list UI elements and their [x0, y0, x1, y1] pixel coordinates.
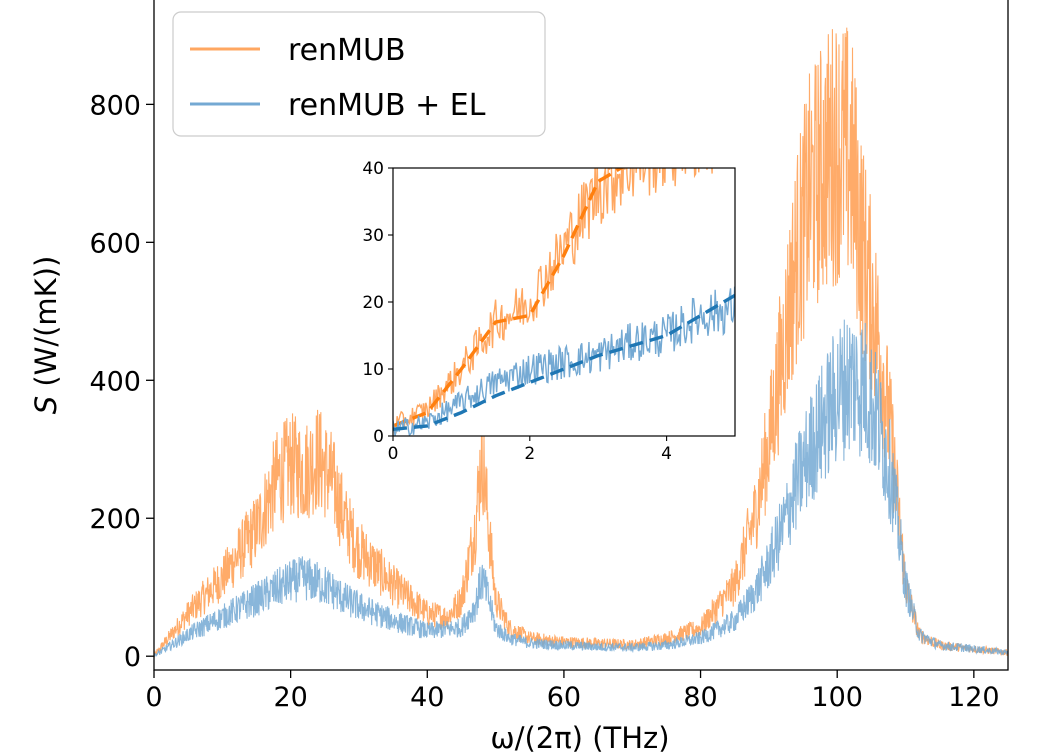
inset-x-tick-label: 0 [388, 444, 399, 464]
y-tick-label: 600 [89, 228, 141, 259]
main-series-group [153, 27, 1009, 658]
legend-label-renmub-el: renMUB + EL [288, 88, 486, 123]
legend-box [172, 11, 546, 137]
main-plot-frame [153, 0, 1009, 671]
main-x-ticks: 0 20 40 60 80 100 120 [145, 670, 1000, 713]
x-tick-label: 60 [547, 682, 581, 713]
inset-series-group [393, 168, 735, 436]
x-tick-label: 20 [273, 682, 307, 713]
inset-series-line-fit-1 [393, 168, 625, 428]
inset-y-tick-label: 10 [362, 360, 384, 380]
x-tick-label: 120 [948, 682, 1000, 713]
inset-x-tick-label: 4 [661, 444, 672, 464]
main-series-line-renmub-el [153, 319, 1009, 657]
y-axis-title-symbol: S [29, 396, 63, 414]
y-tick-label: 0 [124, 642, 141, 673]
inset-x-ticks: 0 2 4 [388, 436, 672, 464]
inset-y-tick-label: 0 [373, 427, 384, 447]
main-y-ticks: 0 200 400 600 800 [89, 90, 154, 673]
inset-plot-frame [392, 167, 736, 437]
y-axis-title: S (W/(mK)) [29, 256, 63, 415]
inset-plot: 0 2 4 0 10 20 30 40 [362, 159, 736, 464]
x-tick-label: 0 [145, 682, 162, 713]
x-tick-label: 100 [811, 682, 863, 713]
x-tick-label: 40 [410, 682, 444, 713]
legend-label-renmub: renMUB [288, 33, 406, 68]
inset-y-tick-label: 20 [362, 293, 384, 313]
y-tick-label: 200 [89, 504, 141, 535]
inset-y-tick-label: 40 [362, 159, 384, 179]
inset-series-line-noisy-0 [393, 168, 713, 434]
inset-series-line-noisy-2 [393, 286, 735, 436]
x-axis-title: ω/(2π) (THz) [490, 721, 669, 754]
x-tick-label: 80 [683, 682, 717, 713]
inset-plot-area [393, 168, 735, 436]
inset-series-line-fit-3 [393, 293, 735, 431]
inset-y-ticks: 0 10 20 30 40 [362, 159, 393, 447]
inset-y-tick-label: 30 [362, 226, 384, 246]
y-axis-title-unit: (W/(mK)) [29, 256, 63, 396]
y-tick-label: 400 [89, 366, 141, 397]
inset-x-tick-label: 2 [524, 444, 535, 464]
legend: renMUB renMUB + EL [172, 11, 546, 137]
y-tick-label: 800 [89, 90, 141, 121]
